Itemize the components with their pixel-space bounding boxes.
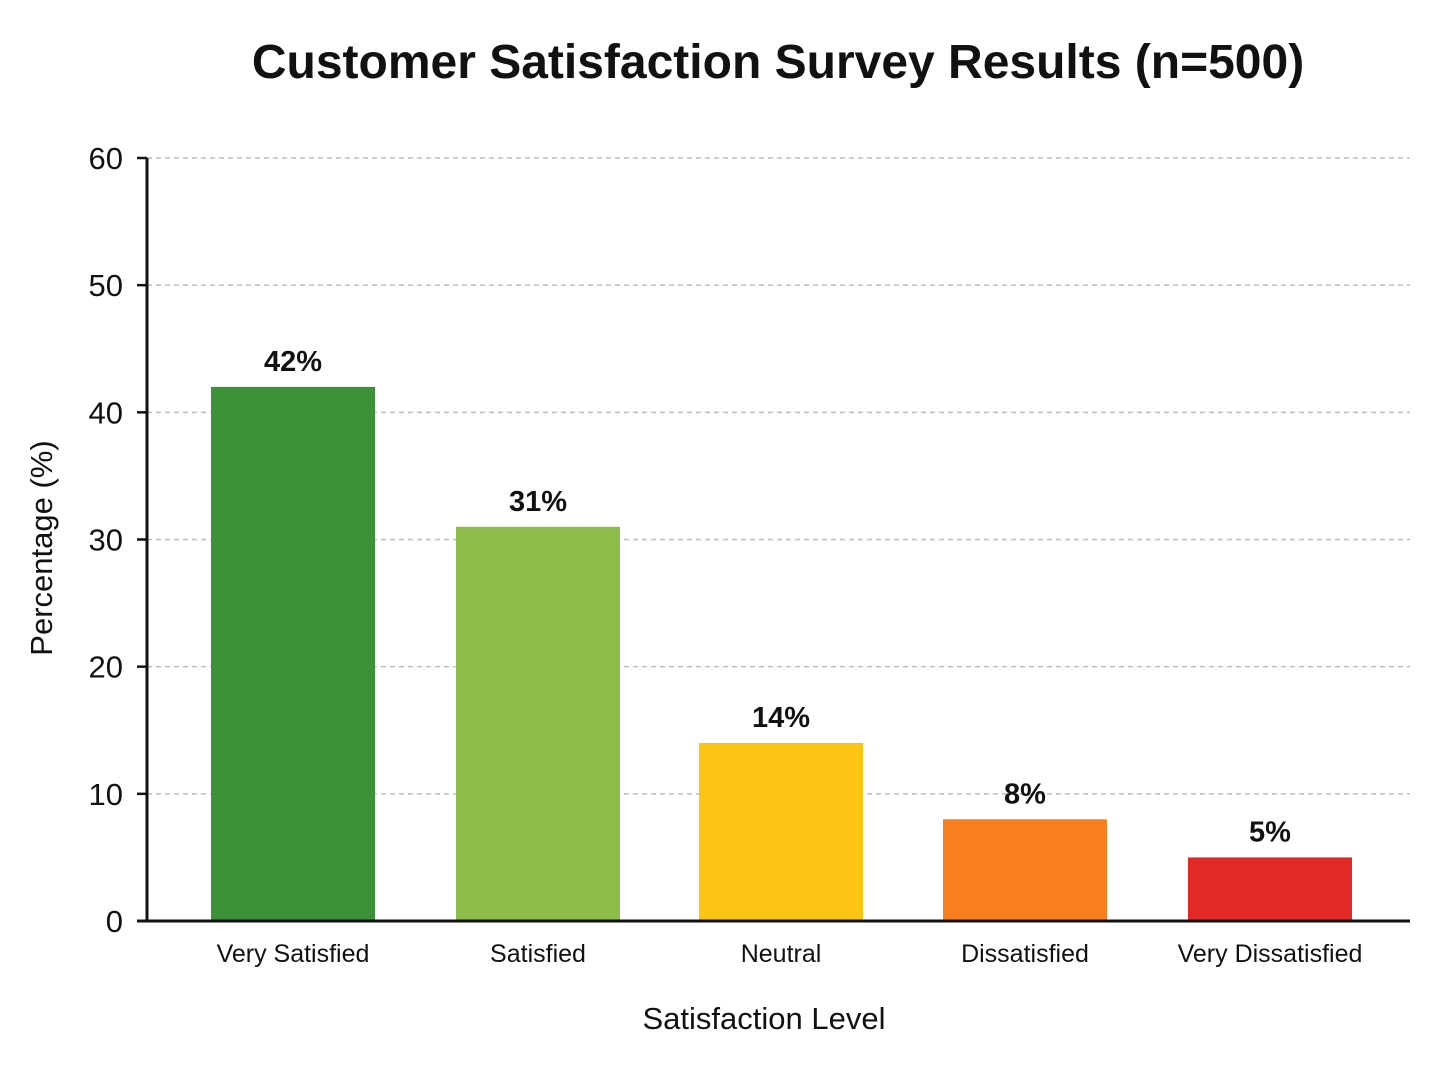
x-axis-title: Satisfaction Level [643,1001,886,1036]
y-tick-label: 20 [89,650,123,685]
bar-satisfied [456,526,620,921]
data-label: 14% [752,702,810,734]
bar-very-dissatisfied [1188,857,1352,921]
y-tick-label: 30 [89,523,123,558]
data-label: 42% [264,346,322,378]
y-axis-title: Percentage (%) [24,440,59,655]
y-tick-label: 10 [89,777,123,812]
x-tick-label: Satisfied [490,940,586,968]
bar-very-satisfied [211,386,375,921]
bars [211,386,1352,921]
x-tick-label: Neutral [741,940,822,968]
axes [137,156,1410,923]
bar-dissatisfied [943,819,1107,921]
bar-neutral [699,742,863,921]
data-label: 8% [1004,778,1046,810]
x-tick-label: Dissatisfied [961,940,1089,968]
data-label: 31% [509,486,567,518]
y-tick-label: 0 [106,904,123,939]
x-tick-label: Very Satisfied [217,940,370,968]
y-tick-label: 50 [89,268,123,303]
chart-title: Customer Satisfaction Survey Results (n=… [252,36,1304,89]
y-tick-label: 60 [89,141,123,176]
data-label: 5% [1249,816,1291,848]
y-tick-label: 40 [89,395,123,430]
labels: 0 10 20 30 40 50 60 42% Very Satisfied 31% Satisfi… [89,141,1363,968]
x-tick-label: Very Dissatisfied [1178,940,1363,968]
